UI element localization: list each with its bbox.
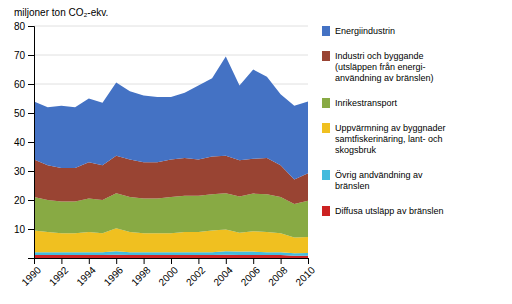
- axis-line: [28, 27, 35, 259]
- tick-label: 1992: [47, 264, 71, 288]
- tick: 60: [14, 79, 34, 90]
- tick-mark: [28, 84, 34, 85]
- tick-label: 20: [14, 195, 26, 206]
- tick: 2002: [184, 258, 208, 288]
- tick-label: 2010: [293, 264, 317, 288]
- tick-label: 2002: [184, 264, 208, 288]
- tick: 20: [14, 195, 34, 206]
- grid-line: [34, 55, 308, 56]
- area: [34, 56, 308, 179]
- tick-mark: [171, 258, 172, 264]
- y-axis: 10 20 30 40 50 60 70 80: [14, 21, 35, 259]
- tick: 2006: [239, 258, 263, 288]
- tick: 2010: [293, 258, 317, 288]
- legend-swatch: [322, 98, 330, 108]
- tick: 1994: [74, 258, 98, 288]
- tick-label: 2004: [211, 264, 235, 288]
- tick: 50: [14, 108, 34, 119]
- legend-swatch: [322, 26, 330, 36]
- tick-label: 40: [14, 137, 26, 148]
- legend-label: Energiindustrin: [335, 26, 395, 36]
- legend-swatch: [322, 170, 330, 180]
- tick-mark: [89, 258, 90, 264]
- y-label: miljoner ton CO₂-ekv.: [14, 7, 108, 18]
- legend-label: Övrig andvändning avbränslen: [335, 170, 423, 191]
- legend-label: Inrikestransport: [335, 98, 398, 108]
- tick-mark: [61, 258, 62, 264]
- tick-label: 1996: [102, 264, 126, 288]
- x-axis: 1990199219941996199820002002200420062008…: [19, 258, 317, 288]
- tick-mark: [28, 200, 34, 201]
- legend-swatch: [322, 51, 330, 61]
- tick-mark: [226, 258, 227, 264]
- tick: 2008: [266, 258, 290, 288]
- tick: 1992: [47, 258, 71, 288]
- tick-label: 1998: [129, 264, 153, 288]
- tick-mark: [116, 258, 117, 264]
- legend-swatch: [322, 123, 330, 133]
- tick-mark: [253, 258, 254, 264]
- tick: 1990: [19, 258, 43, 288]
- tick: 80: [14, 21, 34, 32]
- tick-label: 30: [14, 166, 26, 177]
- tick-label: 10: [14, 224, 26, 235]
- area: [34, 255, 308, 258]
- grid-line: [34, 26, 308, 27]
- legend-label: Industri och byggande(utsläppen från ene…: [335, 51, 434, 83]
- tick-mark: [144, 258, 145, 264]
- tick-mark: [34, 258, 35, 264]
- plot-area: [34, 56, 308, 258]
- tick-label: 2006: [239, 264, 263, 288]
- tick: 70: [14, 50, 34, 61]
- grid: [34, 26, 308, 258]
- tick-label: 60: [14, 79, 26, 90]
- tick: [28, 258, 34, 259]
- tick: 40: [14, 137, 34, 148]
- tick-label: 80: [14, 21, 26, 32]
- tick-mark: [28, 229, 34, 230]
- tick-label: 1990: [19, 264, 43, 288]
- tick: 1998: [129, 258, 153, 288]
- tick-mark: [28, 55, 34, 56]
- legend: Energiindustrin Industri och byggande(uts…: [322, 26, 446, 216]
- tick-mark: [308, 258, 309, 264]
- tick-label: 2000: [156, 264, 180, 288]
- legend-swatch: [322, 206, 330, 216]
- legend-label: Diffusa utsläpp av bränslen: [335, 206, 443, 216]
- tick: 2004: [211, 258, 235, 288]
- tick-label: 1994: [74, 264, 98, 288]
- tick-label: 70: [14, 50, 26, 61]
- tick-mark: [198, 258, 199, 264]
- tick-mark: [28, 171, 34, 172]
- tick: 1996: [102, 258, 126, 288]
- legend-label: Uppvärmning av byggnadersamtfiskerinärin…: [335, 123, 446, 155]
- tick-mark: [28, 142, 34, 143]
- axis-line: [35, 259, 309, 265]
- tick-mark: [28, 258, 34, 259]
- tick: 10: [14, 224, 34, 235]
- tick-mark: [281, 258, 282, 264]
- tick-label: 2008: [266, 264, 290, 288]
- tick-mark: [28, 113, 34, 114]
- tick-mark: [28, 26, 34, 27]
- tick-label: 50: [14, 108, 26, 119]
- tick: 30: [14, 166, 34, 177]
- chart: 10 20 30 40 50 60 70 80 199019921994199619982000…: [0, 0, 512, 304]
- tick: 2000: [156, 258, 180, 288]
